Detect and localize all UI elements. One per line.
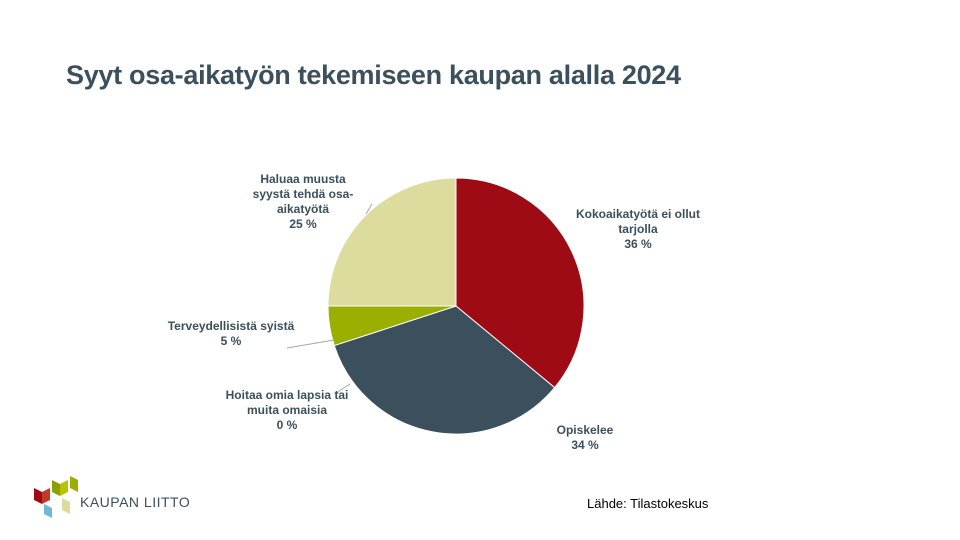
source-note: Lähde: Tilastokeskus <box>587 496 709 511</box>
pie-slice-1 <box>333 305 556 435</box>
leader-line-4 <box>365 203 373 215</box>
pie-slice-0 <box>455 177 585 389</box>
slide-title: Syyt osa-aikatyön tekemiseen kaupan alal… <box>66 60 681 90</box>
data-label-2: Hoitaa omia lapsia tai muita omaisia 0 % <box>226 388 349 432</box>
data-label-text: syystä tehdä osa- <box>253 187 354 201</box>
leader-line-2 <box>335 383 351 394</box>
data-label-text: aikatyötä <box>277 202 329 216</box>
data-labels: Kokoaikatyötä ei ollut tarjolla 36 % Opiske… <box>168 172 700 452</box>
data-label-text: Opiskelee <box>557 423 614 437</box>
data-label-text: Haluaa muusta <box>260 172 346 186</box>
leader-lines <box>286 203 373 394</box>
data-label-value: 25 % <box>289 217 317 231</box>
data-label-value: 34 % <box>571 438 599 452</box>
data-label-value: 36 % <box>624 237 652 251</box>
data-label-value: 0 % <box>277 418 298 432</box>
leader-line-3 <box>286 339 335 349</box>
data-label-value: 5 % <box>221 334 242 348</box>
data-label-text: muita omaisia <box>247 403 327 417</box>
data-label-text: tarjolla <box>618 222 658 236</box>
data-label-text: Terveydellisistä syistä <box>168 319 295 333</box>
logo-text: KAUPAN LIITTO <box>80 494 191 510</box>
kaupan-liitto-logo-icon <box>34 476 78 518</box>
data-label-4: Haluaa muusta syystä tehdä osa-aikatyötä 2… <box>253 172 354 231</box>
data-label-0: Kokoaikatyötä ei ollut tarjolla 36 % <box>576 207 700 251</box>
data-label-3: Terveydellisistä syistä 5 % <box>168 319 295 348</box>
data-label-text: Kokoaikatyötä ei ollut <box>576 207 700 221</box>
pie-slices <box>327 177 585 435</box>
data-label-text: Hoitaa omia lapsia tai <box>226 388 349 402</box>
pie-slice-4 <box>327 177 457 307</box>
data-label-1: Opiskelee 34 % <box>557 423 614 452</box>
